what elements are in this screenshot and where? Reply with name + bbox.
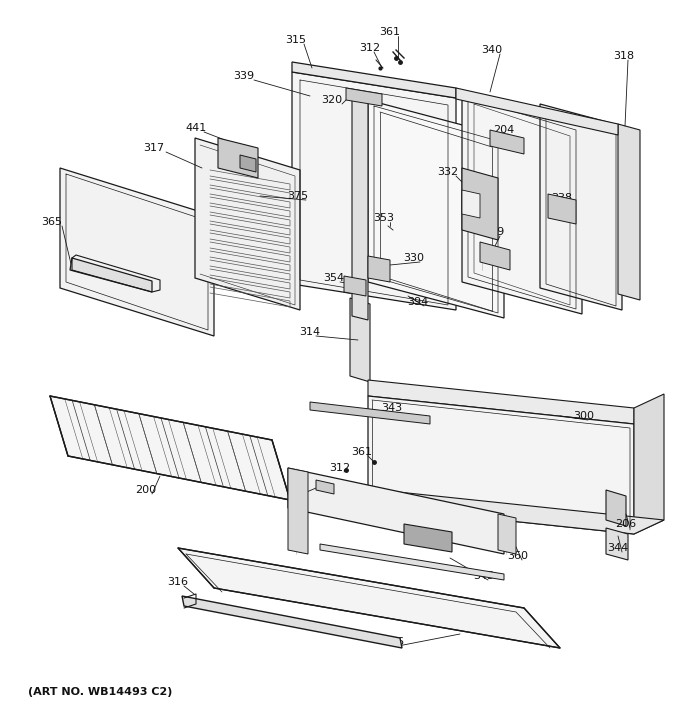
Polygon shape (618, 124, 640, 300)
Text: 329: 329 (483, 227, 505, 237)
Polygon shape (288, 468, 504, 554)
Text: 354: 354 (324, 273, 345, 283)
Polygon shape (462, 190, 480, 218)
Text: 200: 200 (135, 485, 156, 495)
Polygon shape (310, 402, 430, 424)
Polygon shape (368, 492, 664, 534)
Polygon shape (462, 168, 498, 240)
Polygon shape (490, 130, 524, 154)
Text: 365: 365 (41, 217, 63, 227)
Polygon shape (548, 194, 576, 224)
Text: 375: 375 (288, 191, 309, 201)
Text: 353: 353 (373, 213, 394, 223)
Polygon shape (352, 96, 368, 320)
Polygon shape (292, 72, 456, 310)
Text: 206: 206 (615, 519, 636, 529)
Text: 312: 312 (329, 463, 351, 473)
Polygon shape (288, 468, 308, 554)
Polygon shape (498, 514, 516, 554)
Polygon shape (350, 298, 370, 382)
Polygon shape (456, 88, 618, 135)
Text: 332: 332 (437, 167, 458, 177)
Polygon shape (540, 104, 622, 310)
Polygon shape (320, 544, 504, 580)
Text: 339: 339 (233, 71, 254, 81)
Polygon shape (606, 528, 628, 560)
Text: 361: 361 (379, 27, 401, 37)
Polygon shape (368, 396, 634, 534)
Text: 345: 345 (473, 571, 494, 581)
Polygon shape (218, 138, 258, 178)
Text: 361: 361 (352, 447, 373, 457)
Polygon shape (480, 242, 510, 270)
Text: 338: 338 (551, 193, 573, 203)
Text: 312: 312 (360, 43, 381, 53)
Text: 316: 316 (167, 577, 188, 587)
Polygon shape (368, 100, 504, 318)
Polygon shape (404, 524, 452, 552)
Text: 320: 320 (322, 95, 343, 105)
Text: 315: 315 (286, 35, 307, 45)
Polygon shape (606, 490, 626, 526)
Text: 344: 344 (607, 543, 628, 553)
Polygon shape (70, 258, 152, 292)
Polygon shape (316, 480, 334, 494)
Text: 204: 204 (494, 125, 515, 135)
Polygon shape (182, 596, 402, 648)
Text: 340: 340 (481, 45, 503, 55)
Text: 306: 306 (384, 637, 405, 647)
Polygon shape (462, 92, 582, 314)
Polygon shape (240, 155, 256, 172)
Polygon shape (344, 276, 366, 296)
Text: 317: 317 (143, 143, 165, 153)
Text: 360: 360 (507, 551, 528, 561)
Text: 318: 318 (613, 51, 634, 61)
Polygon shape (178, 548, 560, 648)
Polygon shape (50, 396, 290, 500)
Polygon shape (346, 88, 382, 106)
Text: 314: 314 (299, 327, 320, 337)
Text: 343: 343 (381, 403, 403, 413)
Polygon shape (634, 394, 664, 534)
Text: 394: 394 (407, 297, 428, 307)
Polygon shape (292, 62, 456, 98)
Text: 375: 375 (405, 533, 426, 543)
Text: 300: 300 (573, 411, 594, 421)
Text: 320: 320 (288, 485, 309, 495)
Text: (ART NO. WB14493 C2): (ART NO. WB14493 C2) (28, 687, 172, 697)
Text: 441: 441 (186, 123, 207, 133)
Polygon shape (368, 380, 634, 424)
Text: 330: 330 (403, 253, 424, 263)
Polygon shape (368, 256, 390, 282)
Polygon shape (195, 138, 300, 310)
Polygon shape (60, 168, 214, 336)
